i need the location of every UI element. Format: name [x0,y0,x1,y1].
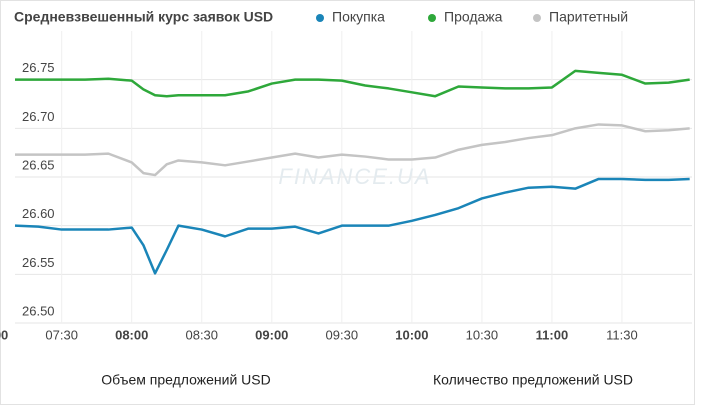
legend-marker [428,14,436,22]
y-tick-label: 26.60 [22,206,55,221]
x-tick-label: 10:30 [466,327,499,342]
y-tick-label: 26.65 [22,157,55,172]
legend-marker [533,14,541,22]
x-tick-label: 08:30 [185,327,218,342]
y-tick-label: 26.75 [22,60,55,75]
y-tick-label: 26.50 [22,303,55,318]
x-tick-label: 09:00 [255,327,288,342]
x-tick-label: 08:00 [115,327,148,342]
x-tick-label: 07:30 [45,327,78,342]
x-tick-label: 10:00 [395,327,428,342]
plot: 07:00 07:30 08:00 08:30 09:00 09:30 10:00 10:30… [0,31,692,342]
x-tick-label: 09:30 [326,327,359,342]
frame [0,0,695,405]
x-tick-label: 07:00 [0,327,8,342]
line [14,177,690,275]
tab[interactable]: Объем предложений USD [101,372,270,388]
tabs: Объем предложений USD Количество предлож… [101,372,633,388]
x-tick-label: 11:00 [536,327,569,342]
x-tick-label: 11:30 [606,327,638,342]
watermark: FINANCE.UA [278,164,431,189]
legend-label: Покупка [332,9,385,25]
line [15,123,690,177]
y-tick-label: 26.70 [22,109,55,124]
legend-label: Продажа [444,9,503,25]
tab[interactable]: Количество предложений USD [433,372,633,388]
line [15,69,690,98]
legend-label: Паритетный [549,9,628,25]
chart-title: Средневзвешенный курс заявок USD [14,9,273,25]
legend-marker [316,14,324,22]
y-tick-label: 26.55 [22,255,55,270]
